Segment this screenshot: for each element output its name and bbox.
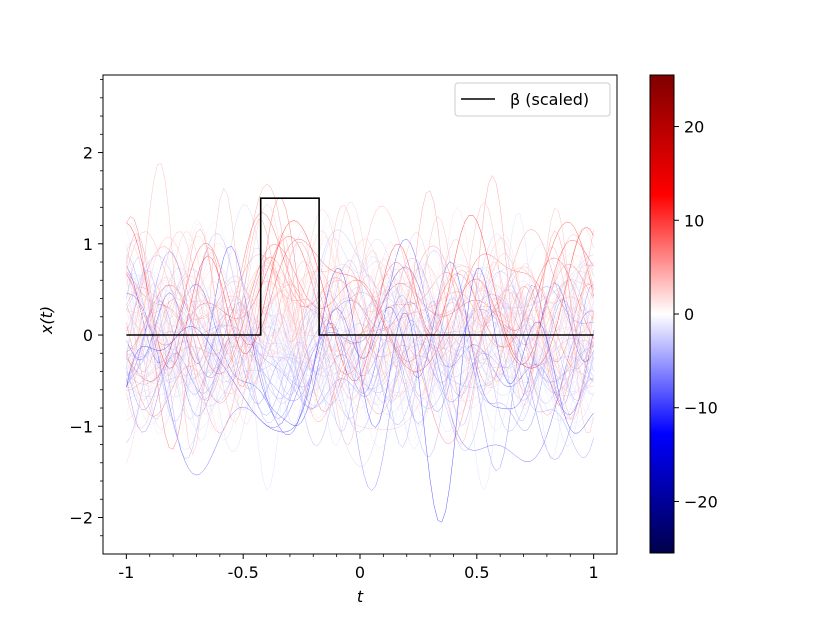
x-axis: -1 -0.5 0 0.5 1 [118, 554, 599, 582]
x-axis-label: t [357, 587, 364, 606]
sample-curve [126, 300, 594, 448]
sample-curve [126, 268, 594, 523]
sample-curve [126, 262, 594, 441]
sample-curve [126, 251, 594, 420]
sample-curve [126, 233, 594, 426]
sample-curve [126, 266, 594, 476]
sample-curve [126, 298, 594, 410]
sample-curve [126, 249, 594, 459]
beta-line [126, 197, 594, 336]
colorbar-tick-label: −10 [684, 399, 718, 418]
sample-curve [126, 267, 594, 326]
sample-curve [126, 230, 594, 431]
sample-curve [126, 229, 594, 405]
sample-curve [126, 212, 594, 491]
colorbar-ticks: 20 10 0 −10 −20 [674, 118, 718, 511]
sample-curve [126, 233, 594, 383]
sample-curve [126, 238, 594, 382]
sample-curve [126, 306, 594, 445]
sample-curve [126, 280, 594, 434]
sample-curve [126, 269, 594, 459]
legend: β (scaled) [454, 82, 611, 117]
legend-box [454, 82, 611, 117]
x-tick-label: -0.5 [228, 563, 259, 582]
colorbar [649, 74, 675, 554]
x-tick-label: 0.5 [464, 563, 489, 582]
sample-curve [126, 243, 594, 441]
y-tick-label: −1 [69, 417, 93, 436]
beta-series [126, 197, 594, 336]
colorbar-tick-label: −20 [684, 492, 718, 511]
x-tick-label: -1 [118, 563, 134, 582]
y-tick-label: −2 [69, 509, 93, 528]
sample-curve [126, 292, 594, 409]
sample-curve [126, 183, 594, 423]
colorbar-tick-label: 0 [684, 305, 694, 324]
colorbar-tick-label: 20 [684, 118, 704, 137]
sample-curve [126, 174, 594, 400]
colorbar-tick-label: 10 [684, 211, 704, 230]
sample-curve [126, 256, 594, 452]
sample-curve [126, 205, 594, 377]
y-tick-label: 1 [83, 235, 93, 254]
sample-curve [126, 296, 594, 436]
sample-curve [126, 273, 594, 390]
legend-entry-beta: β (scaled) [510, 90, 589, 109]
sample-curve [126, 315, 594, 420]
sample-curve [126, 238, 594, 374]
x-tick-label: 1 [589, 563, 599, 582]
x-tick-label: 0 [355, 563, 365, 582]
sample-curve [126, 272, 594, 450]
sample-curve [126, 239, 594, 407]
y-axis: −2 −1 0 1 2 [69, 79, 103, 537]
y-tick-label: 0 [83, 326, 93, 345]
sample-curve [126, 263, 594, 387]
sample-curve [126, 284, 594, 472]
sample-curve [126, 206, 594, 418]
sample-curve [126, 248, 594, 437]
sample-curve [126, 274, 594, 430]
sample-curves [126, 163, 594, 523]
y-tick-label: 2 [83, 144, 93, 163]
y-axis-label: x(t) [37, 306, 56, 335]
